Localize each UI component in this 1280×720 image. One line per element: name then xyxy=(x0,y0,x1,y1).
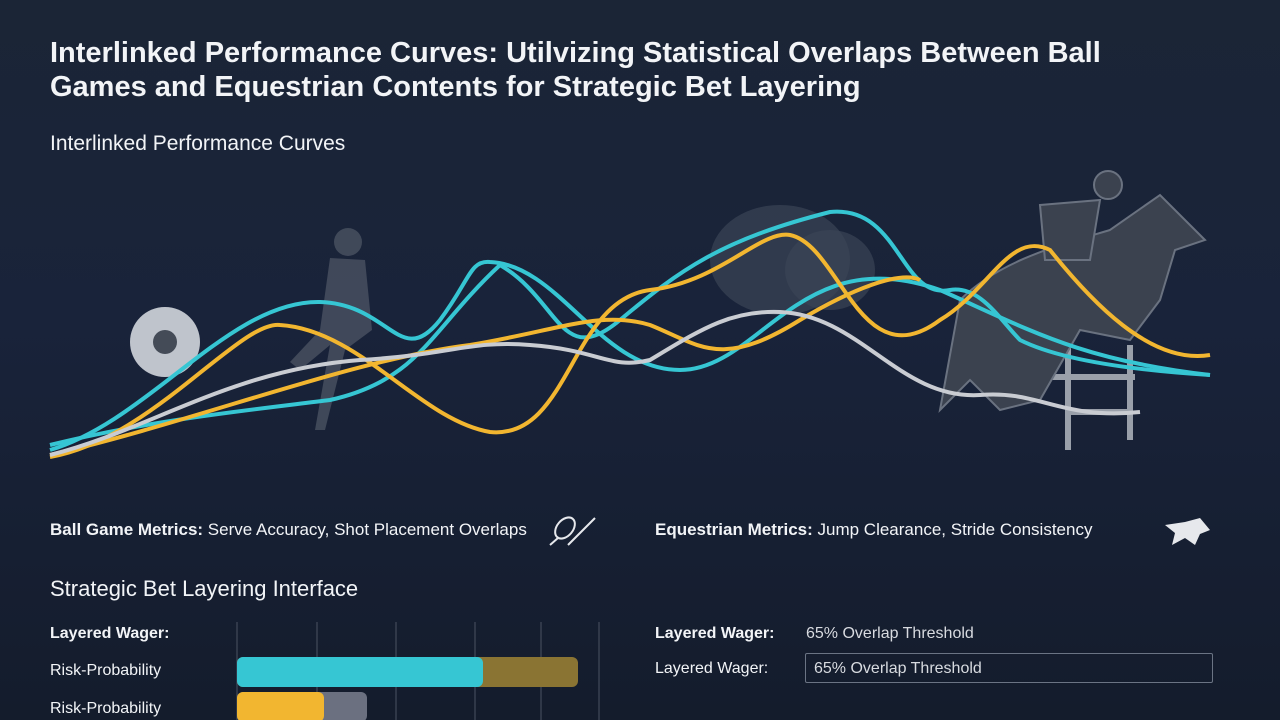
horse-icon xyxy=(1165,518,1210,545)
ball-patch xyxy=(153,330,177,354)
bar-fill xyxy=(237,657,483,687)
row-label: Layered Wager: xyxy=(655,625,775,642)
metric-label: Ball Game Metrics: xyxy=(50,520,204,539)
curves xyxy=(49,209,1211,459)
section-title: Strategic Bet Layering Interface xyxy=(50,576,359,601)
curve-gold xyxy=(49,232,1211,459)
racket-icon xyxy=(549,516,596,546)
metric-text: Jump Clearance, Stride Consistency xyxy=(817,520,1093,539)
curve-gray xyxy=(49,309,1141,457)
curve-gold-2 xyxy=(49,275,921,457)
row-label: Risk-Probability xyxy=(50,662,162,679)
subtitle: Interlinked Performance Curves xyxy=(50,132,346,155)
metric-text: Serve Accuracy, Shot Placement Overlaps xyxy=(207,520,527,539)
row-label: Risk-Probability xyxy=(50,700,162,717)
player xyxy=(290,228,372,430)
row-label: Layered Wager: xyxy=(655,660,769,677)
row-label: Layered Wager: xyxy=(50,625,170,642)
metric: Ball Game Metrics: Serve Accuracy, Shot … xyxy=(50,520,527,540)
bar-fill xyxy=(237,692,324,720)
metric-label: Equestrian Metrics: xyxy=(655,520,813,539)
text-input[interactable]: 65% Overlap Threshold xyxy=(805,653,1213,683)
metric: Equestrian Metrics: Jump Clearance, Stri… xyxy=(655,520,1092,540)
row-value: 65% Overlap Threshold xyxy=(806,625,974,642)
title: Interlinked Performance Curves: Utilvizi… xyxy=(50,37,1101,103)
